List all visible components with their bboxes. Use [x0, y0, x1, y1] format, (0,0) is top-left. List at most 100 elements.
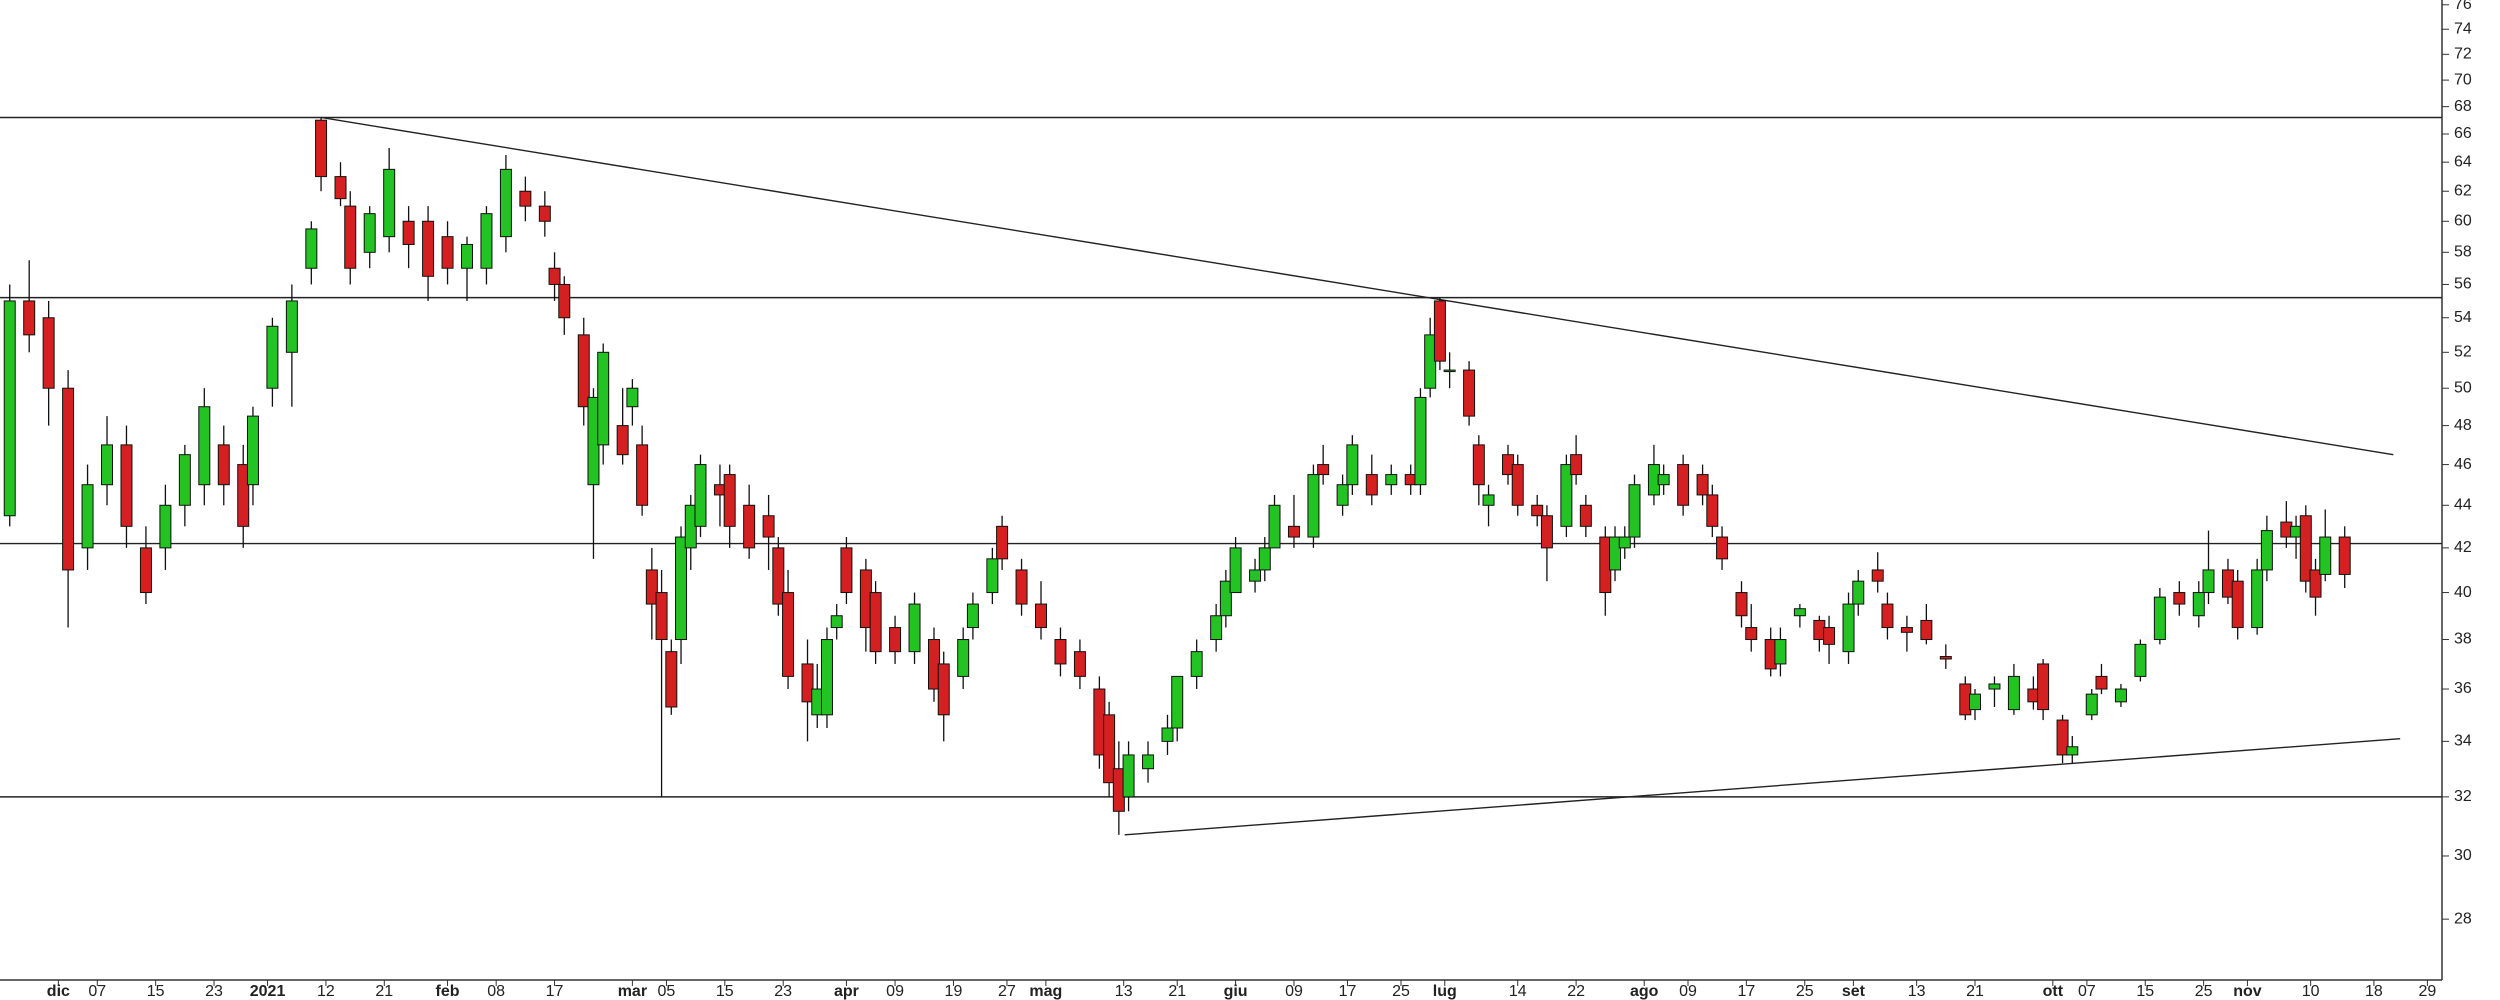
candle-body	[1258, 547, 1271, 571]
candle-body	[1939, 656, 1952, 660]
candle-body	[2037, 663, 2050, 711]
x-tick-label: 15	[716, 983, 734, 1000]
candle-body	[285, 300, 298, 353]
candle-body	[217, 444, 230, 486]
candle-body	[1229, 547, 1242, 594]
candle-body	[1735, 592, 1748, 617]
candle-body	[626, 387, 639, 408]
candle-body	[1560, 464, 1573, 527]
x-tick-label: feb	[436, 983, 460, 1000]
candle-body	[655, 592, 668, 641]
candle-body	[986, 558, 999, 594]
x-tick-label: 21	[1966, 983, 1984, 1000]
x-tick-label: 17	[546, 983, 564, 1000]
candle-body	[782, 592, 795, 677]
candle-body	[1035, 603, 1048, 629]
candle-body	[558, 283, 571, 319]
candle-body	[1988, 683, 2001, 690]
x-tick-label: 27	[998, 983, 1016, 1000]
candle-body	[840, 547, 853, 594]
x-tick-label: 17	[1339, 983, 1357, 1000]
candle-body	[480, 213, 493, 269]
candle-body	[2056, 719, 2069, 756]
candle-body	[889, 627, 902, 653]
candle-body	[2319, 536, 2332, 575]
candle-body	[675, 536, 688, 641]
candle-body	[1054, 639, 1067, 665]
candle-body	[334, 176, 347, 200]
y-tick-label: 50	[2454, 379, 2472, 396]
candle-body	[246, 415, 259, 486]
y-tick-label: 58	[2454, 244, 2472, 261]
x-tick-label: ago	[1630, 983, 1659, 1000]
y-tick-label: 28	[2454, 910, 2472, 927]
y-tick-label: 72	[2454, 46, 2472, 63]
y-tick-label: 68	[2454, 98, 2472, 115]
x-tick-label: 15	[147, 983, 165, 1000]
candle-body	[830, 615, 843, 629]
y-tick-label: 32	[2454, 788, 2472, 805]
x-tick-label: 18	[2365, 983, 2383, 1000]
candle-body	[1570, 454, 1583, 476]
candle-body	[519, 190, 532, 207]
candle-body	[23, 300, 36, 336]
candle-body	[2299, 515, 2312, 582]
candle-body	[2114, 688, 2127, 703]
y-tick-label: 34	[2454, 733, 2472, 750]
candle-body	[538, 205, 551, 222]
candle-body	[1852, 580, 1865, 605]
y-tick-label: 54	[2454, 309, 2472, 326]
candle-body	[2134, 643, 2147, 677]
candle-body	[1823, 627, 1836, 645]
candle-body	[1900, 627, 1913, 633]
candle-body	[1628, 484, 1641, 538]
candle-body	[1414, 396, 1427, 486]
candle-body	[636, 444, 649, 506]
candle-body	[2309, 569, 2322, 598]
candle-body	[237, 464, 250, 527]
candle-body	[1716, 536, 1729, 560]
candle-body	[762, 515, 775, 538]
candle-body	[2173, 592, 2186, 605]
candle-body	[2202, 569, 2215, 594]
candle-body	[1219, 580, 1232, 617]
candle-body	[1696, 474, 1709, 496]
candle-body	[344, 205, 357, 269]
candle-body	[1774, 639, 1787, 665]
candle-body	[1190, 651, 1203, 677]
x-tick-label: 13	[1908, 983, 1926, 1000]
candle-body	[1015, 569, 1028, 605]
candle-body	[1073, 651, 1086, 677]
trend-line	[320, 116, 2394, 456]
candle-body	[120, 444, 133, 527]
x-tick-label: 21	[1168, 983, 1186, 1000]
candle-body	[1249, 569, 1262, 582]
x-tick-label: 09	[886, 983, 904, 1000]
candle-body	[1482, 494, 1495, 506]
x-tick-label: 14	[1509, 983, 1527, 1000]
candle-body	[772, 547, 785, 605]
x-tick-label: apr	[834, 983, 859, 1000]
candle-body	[266, 325, 279, 389]
candle-body	[820, 639, 833, 716]
candle-body	[139, 547, 152, 594]
candle-body	[460, 243, 473, 269]
candle-body	[937, 663, 950, 716]
candle-body	[1103, 714, 1116, 784]
y-tick-label: 38	[2454, 631, 2472, 648]
x-tick-label: 23	[774, 983, 792, 1000]
candle-body	[1307, 474, 1320, 538]
candle-body	[801, 663, 814, 703]
candle-body	[422, 220, 435, 277]
candle-body	[1443, 369, 1456, 373]
y-tick-label: 48	[2454, 417, 2472, 434]
x-tick-label: 08	[487, 983, 505, 1000]
candle-body	[1472, 444, 1485, 486]
x-tick-label: lug	[1433, 983, 1457, 1000]
candle-body	[383, 168, 396, 238]
candle-body	[1210, 615, 1223, 641]
y-tick-label: 56	[2454, 276, 2472, 293]
candle-body	[616, 425, 629, 456]
